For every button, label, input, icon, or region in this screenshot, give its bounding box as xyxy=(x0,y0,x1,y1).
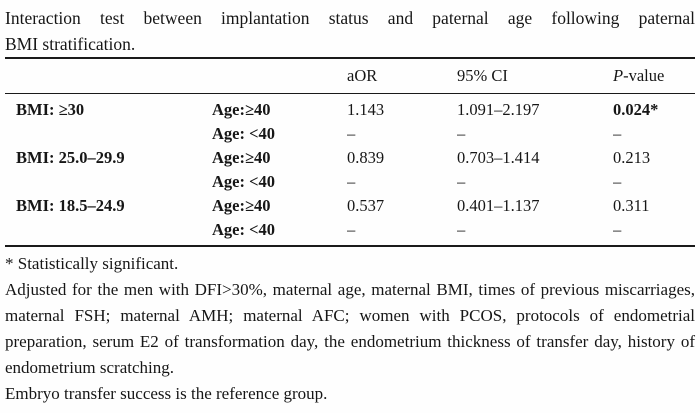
table-row: BMI: ≥30 Age:≥40 1.143 1.091–2.197 0.024… xyxy=(5,98,695,122)
aor-cell: – xyxy=(347,172,356,191)
table-body: BMI: ≥30 Age:≥40 1.143 1.091–2.197 0.024… xyxy=(5,94,695,245)
pvalue-cell: – xyxy=(613,220,622,239)
ci-cell: 1.091–2.197 xyxy=(457,100,540,119)
table-row: Age: <40 – – – xyxy=(5,218,695,242)
aor-cell: 0.537 xyxy=(347,196,385,215)
pvalue-cell: 0.311 xyxy=(613,196,650,215)
pvalue-cell: 0.213 xyxy=(613,148,651,167)
ci-cell: – xyxy=(457,124,466,143)
stratification-table: aOR 95% CI P-value BMI: ≥30 Age:≥40 1.14… xyxy=(5,57,695,247)
table-caption: Interaction test between implantation st… xyxy=(5,5,695,57)
column-header-aor: aOR xyxy=(347,66,378,85)
table-row: BMI: 25.0–29.9 Age:≥40 0.839 0.703–1.414… xyxy=(5,146,695,170)
ci-cell: – xyxy=(457,172,466,191)
age-cell: Age:≥40 xyxy=(212,100,271,119)
header-row: aOR 95% CI P-value xyxy=(5,59,695,94)
table-row: Age: <40 – – – xyxy=(5,170,695,194)
table-row: BMI: 18.5–24.9 Age:≥40 0.537 0.401–1.137… xyxy=(5,194,695,218)
caption-line-1: Interaction test between implantation st… xyxy=(5,8,695,28)
ci-cell: – xyxy=(457,220,466,239)
bmi-cell: BMI: ≥30 xyxy=(16,100,85,119)
pvalue-cell: – xyxy=(613,124,622,143)
bmi-cell xyxy=(5,170,212,194)
reference-group-footnote: Embryo transfer success is the reference… xyxy=(5,384,328,403)
aor-cell: – xyxy=(347,220,356,239)
caption-line-2: BMI stratification. xyxy=(5,34,136,54)
table-footnotes: * Statistically significant. Adjusted fo… xyxy=(5,251,695,407)
bmi-cell xyxy=(5,218,212,242)
aor-cell: 0.839 xyxy=(347,148,385,167)
aor-cell: – xyxy=(347,124,356,143)
age-cell: Age:≥40 xyxy=(212,196,271,215)
significance-footnote: * Statistically significant. xyxy=(5,254,179,273)
bmi-cell: BMI: 18.5–24.9 xyxy=(16,196,125,215)
bmi-cell: BMI: 25.0–29.9 xyxy=(16,148,125,167)
pvalue-italic-p: P xyxy=(613,66,624,85)
pvalue-cell: – xyxy=(613,172,622,191)
column-header-pvalue: P-value xyxy=(613,66,695,86)
age-cell: Age: <40 xyxy=(212,172,276,191)
age-cell: Age: <40 xyxy=(212,124,276,143)
adjustment-footnote: Adjusted for the men with DFI>30%, mater… xyxy=(5,280,695,377)
aor-cell: 1.143 xyxy=(347,100,385,119)
table-row: Age: <40 – – – xyxy=(5,122,695,146)
age-cell: Age: <40 xyxy=(212,220,276,239)
ci-cell: 0.401–1.137 xyxy=(457,196,540,215)
age-cell: Age:≥40 xyxy=(212,148,271,167)
table-header: aOR 95% CI P-value xyxy=(5,59,695,94)
column-header-ci: 95% CI xyxy=(457,66,508,85)
pvalue-rest: -value xyxy=(623,66,665,85)
bmi-cell xyxy=(5,122,212,146)
pvalue-cell: 0.024* xyxy=(613,100,659,119)
ci-cell: 0.703–1.414 xyxy=(457,148,540,167)
